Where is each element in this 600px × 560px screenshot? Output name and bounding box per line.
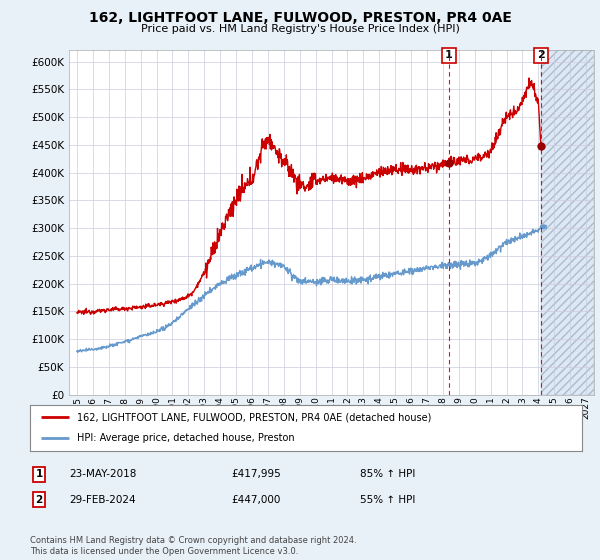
Text: HPI: Average price, detached house, Preston: HPI: Average price, detached house, Pres… [77, 433, 295, 444]
Text: Price paid vs. HM Land Registry's House Price Index (HPI): Price paid vs. HM Land Registry's House … [140, 24, 460, 34]
Bar [541, 50, 594, 395]
Text: 2: 2 [537, 50, 545, 60]
Text: 55% ↑ HPI: 55% ↑ HPI [360, 494, 415, 505]
Text: £447,000: £447,000 [231, 494, 280, 505]
Text: 85% ↑ HPI: 85% ↑ HPI [360, 469, 415, 479]
Text: 23-MAY-2018: 23-MAY-2018 [69, 469, 136, 479]
Text: 162, LIGHTFOOT LANE, FULWOOD, PRESTON, PR4 0AE: 162, LIGHTFOOT LANE, FULWOOD, PRESTON, P… [89, 11, 511, 25]
Text: 2: 2 [35, 494, 43, 505]
Text: 162, LIGHTFOOT LANE, FULWOOD, PRESTON, PR4 0AE (detached house): 162, LIGHTFOOT LANE, FULWOOD, PRESTON, P… [77, 412, 431, 422]
Text: Contains HM Land Registry data © Crown copyright and database right 2024.
This d: Contains HM Land Registry data © Crown c… [30, 536, 356, 556]
Text: £417,995: £417,995 [231, 469, 281, 479]
Text: 29-FEB-2024: 29-FEB-2024 [69, 494, 136, 505]
Bar [541, 50, 594, 395]
Text: 1: 1 [445, 50, 453, 60]
Text: 1: 1 [35, 469, 43, 479]
